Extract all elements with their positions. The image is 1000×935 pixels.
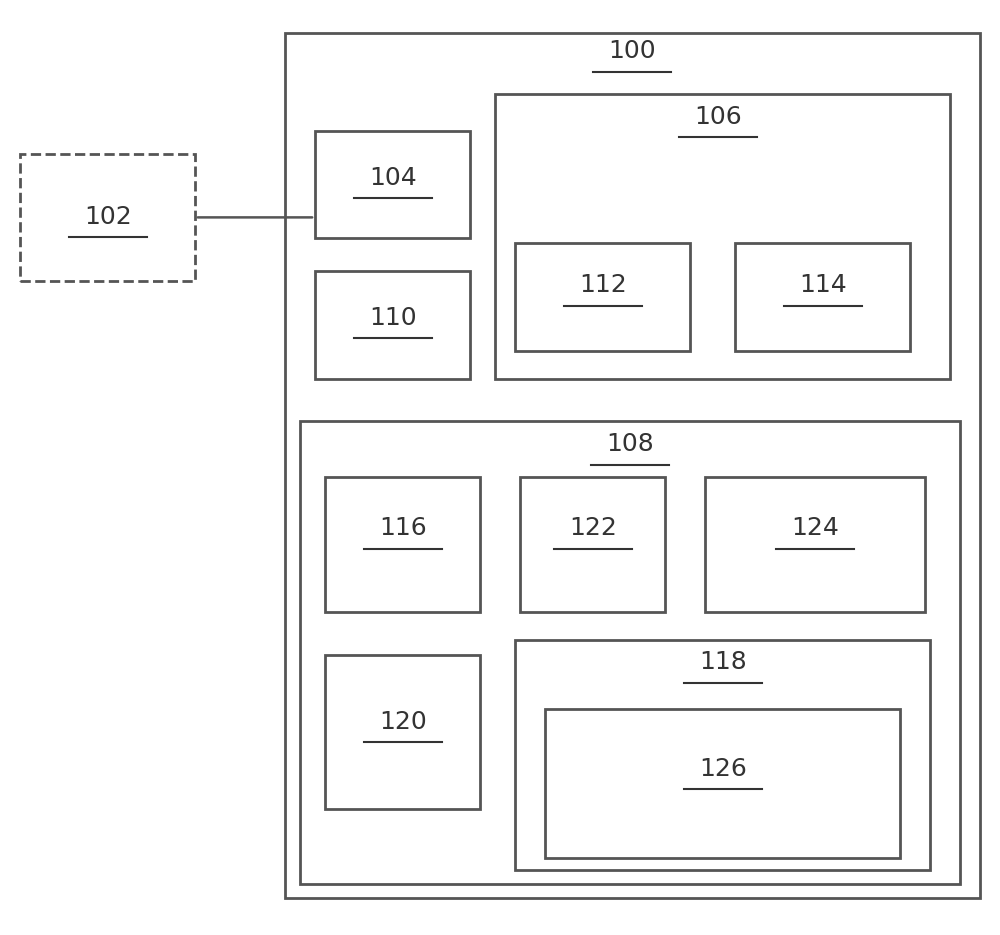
FancyBboxPatch shape [315,131,470,238]
FancyBboxPatch shape [515,640,930,870]
Text: 108: 108 [606,432,654,456]
FancyBboxPatch shape [20,154,195,280]
FancyBboxPatch shape [735,243,910,351]
Text: 118: 118 [699,650,747,674]
Text: 100: 100 [608,39,656,64]
FancyBboxPatch shape [325,654,480,809]
Text: 124: 124 [791,516,839,540]
FancyBboxPatch shape [285,33,980,898]
Text: 120: 120 [379,710,427,734]
Text: 116: 116 [379,516,427,540]
FancyBboxPatch shape [520,477,665,612]
FancyBboxPatch shape [325,477,480,612]
Text: 122: 122 [569,516,617,540]
Text: 102: 102 [84,205,132,229]
Text: 104: 104 [369,165,417,190]
FancyBboxPatch shape [495,94,950,379]
FancyBboxPatch shape [315,271,470,379]
Text: 126: 126 [699,756,747,781]
Text: 112: 112 [579,273,627,297]
FancyBboxPatch shape [705,477,925,612]
Text: 114: 114 [799,273,847,297]
Text: 106: 106 [694,105,742,129]
Text: 110: 110 [369,306,417,330]
FancyBboxPatch shape [515,243,690,351]
FancyBboxPatch shape [545,709,900,858]
FancyBboxPatch shape [300,421,960,884]
